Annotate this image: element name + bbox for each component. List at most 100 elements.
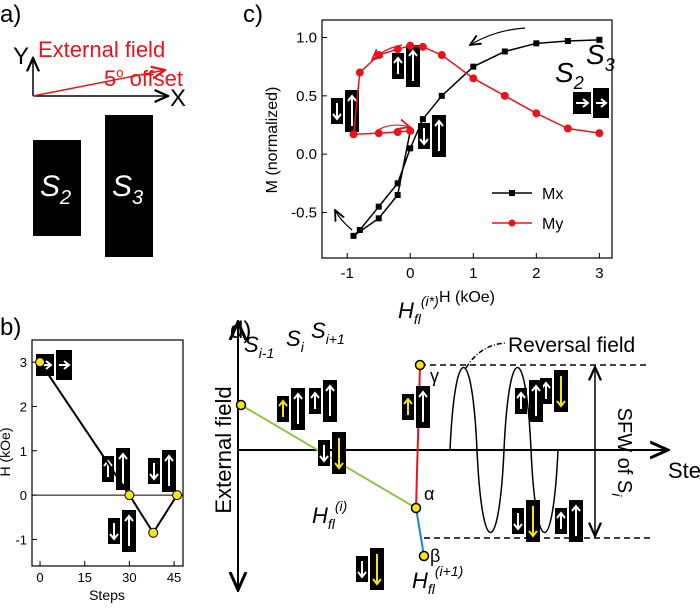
x-tick-label: 15 — [77, 570, 91, 585]
field-label: External field — [38, 37, 165, 62]
marker — [438, 92, 445, 99]
magnet-arrow-head — [571, 504, 581, 512]
magnet-arrow-head — [418, 390, 428, 398]
marker — [419, 116, 426, 123]
magnet-arrow-head — [334, 462, 344, 470]
marker — [148, 527, 159, 538]
magnet-icons — [36, 45, 609, 590]
panel-d: d) Step External field Reversal field SF… — [211, 293, 700, 597]
panel-label: a) — [0, 1, 21, 28]
marker — [563, 124, 572, 133]
series-line — [39, 361, 178, 535]
x-tick-label: -1 — [341, 265, 354, 282]
plot-frame — [31, 339, 184, 567]
sweep-arrow — [372, 44, 403, 60]
magnet-arrow-head — [528, 530, 538, 538]
field-label: Hfl(i+1) — [412, 563, 463, 597]
magnet-pair — [555, 500, 583, 542]
magnet-pair — [148, 450, 176, 492]
point — [414, 359, 426, 371]
x-axis-label: Steps — [89, 587, 125, 603]
magnet-pair — [515, 380, 543, 422]
magnet-pair — [309, 380, 337, 422]
legend-label: Mx — [542, 186, 563, 203]
annotation: S3 — [586, 39, 615, 75]
magnet-label: S2 — [40, 170, 71, 209]
marker — [500, 91, 509, 100]
y-tick-label: 0 — [20, 488, 27, 503]
magnet-label: S3 — [112, 170, 143, 209]
axis-label: External field — [211, 386, 236, 513]
marker — [394, 192, 401, 198]
magnet-label: Si — [286, 326, 305, 355]
y-tick-label: -1 — [15, 532, 27, 547]
y-axis-label: H (kOe) — [0, 428, 13, 477]
axis-label: Step — [668, 458, 700, 483]
magnet-arrow-head — [347, 94, 357, 102]
y-tick-label: 3 — [20, 355, 27, 370]
field-arrow — [32, 70, 165, 97]
magnet-arrow-head — [556, 511, 566, 519]
marker — [564, 38, 571, 44]
magnet-pair — [108, 510, 136, 552]
annotation: SFW of Si — [609, 408, 635, 498]
magnet-arrow-head — [278, 399, 288, 407]
magnet-arrow-head — [319, 455, 329, 463]
field-label: Hfl(i) — [312, 498, 347, 532]
magnet-pair — [277, 388, 305, 430]
y-tick-label: 2 — [20, 399, 27, 414]
annotation: Reversal field — [508, 334, 635, 357]
magnet-arrow-head — [149, 473, 159, 481]
magnet-arrow-head — [310, 391, 320, 399]
marker — [394, 180, 401, 187]
magnet-s3 — [105, 115, 153, 257]
offset-label: 5o offset — [104, 65, 183, 91]
marker — [595, 129, 604, 138]
x-tick-label: 1 — [469, 265, 477, 282]
marker — [470, 63, 477, 70]
x-tick-label: 0 — [406, 265, 414, 282]
y-tick-label: 0.0 — [296, 146, 317, 163]
sweep-arrow — [470, 27, 526, 45]
magnet-arrow-head — [118, 452, 128, 460]
magnet-arrow-head — [393, 56, 403, 64]
legend-label: My — [542, 216, 563, 233]
x-tick-label: 0 — [36, 570, 43, 585]
x-tick-label: 3 — [595, 265, 603, 282]
marker — [356, 227, 363, 233]
magnet-arrow-head — [556, 400, 566, 408]
marker — [418, 42, 427, 51]
marker — [469, 74, 478, 83]
marker — [437, 51, 446, 59]
legend-marker — [508, 219, 516, 227]
y-tick-label: 1 — [20, 444, 27, 459]
magnet-arrow-head — [372, 578, 382, 586]
magnet-label: Si-1 — [244, 332, 274, 361]
magnet-pair — [392, 45, 420, 87]
magnet-arrow-head — [357, 571, 367, 579]
marker — [596, 36, 603, 43]
magnet-arrow-head — [103, 459, 113, 467]
marker — [533, 40, 540, 47]
panel-a: a) Y X External field 5o offset S2 S3 — [0, 1, 186, 257]
magnet-arrow-head — [325, 384, 335, 392]
marker — [375, 215, 382, 222]
magnet-arrow-head — [541, 381, 551, 389]
point — [235, 399, 247, 411]
magnet-arrow-head — [403, 397, 413, 405]
magnet-arrow-head — [45, 360, 53, 370]
magnet-pair — [356, 548, 384, 590]
x-tick-label: 2 — [532, 265, 540, 282]
panel-label: b) — [0, 314, 21, 341]
magnet-arrow-head — [513, 523, 523, 531]
magnet-pair — [573, 88, 609, 118]
marker — [349, 130, 358, 139]
pointer — [465, 342, 506, 369]
field-label: Hfl(i*) — [398, 293, 439, 327]
magnet-label: Si+1 — [311, 318, 345, 347]
axis-label: X — [170, 85, 186, 112]
marker — [124, 490, 135, 501]
x-axis-label: H (kOe) — [439, 289, 495, 306]
magnet-pair — [102, 448, 130, 490]
